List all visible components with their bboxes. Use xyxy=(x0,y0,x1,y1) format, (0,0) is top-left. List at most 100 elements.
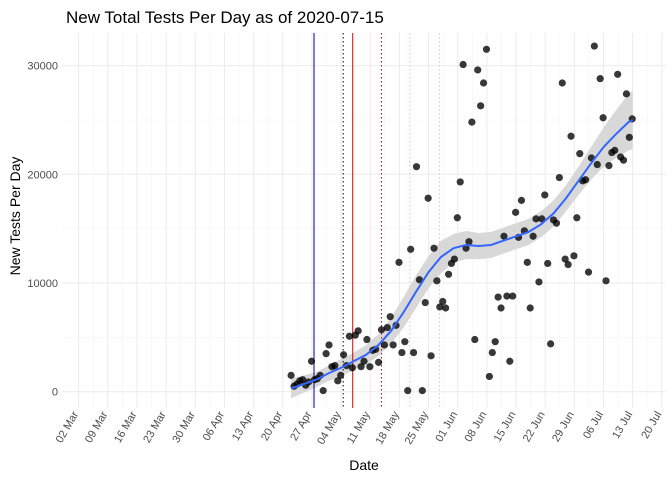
data-point xyxy=(427,352,435,360)
data-point xyxy=(465,238,473,246)
data-point xyxy=(622,90,631,98)
data-point xyxy=(491,338,499,346)
smooth-trend-line xyxy=(290,119,634,390)
data-point xyxy=(412,163,421,171)
data-point xyxy=(436,303,444,311)
y-axis-ticks: 0 10000 20000 30000 xyxy=(27,61,58,399)
data-point xyxy=(558,79,566,87)
data-point xyxy=(564,260,572,269)
data-point xyxy=(576,150,584,158)
data-point xyxy=(477,102,485,110)
data-point xyxy=(485,372,493,381)
y-axis-title: New Tests Per Day xyxy=(7,157,23,276)
data-point xyxy=(494,293,502,301)
data-point xyxy=(348,364,356,372)
data-point xyxy=(401,338,409,346)
data-point xyxy=(517,196,526,204)
data-point xyxy=(479,79,488,87)
data-point xyxy=(354,327,362,335)
data-point xyxy=(506,357,514,365)
data-point xyxy=(322,350,330,358)
data-point xyxy=(334,377,342,385)
data-point xyxy=(535,278,543,286)
data-point xyxy=(307,357,316,365)
data-point xyxy=(377,326,386,334)
data-point xyxy=(398,348,406,357)
data-point xyxy=(415,276,424,284)
data-point xyxy=(503,292,511,300)
data-point xyxy=(319,387,327,395)
data-point xyxy=(424,194,432,202)
data-point xyxy=(555,173,563,182)
data-point xyxy=(526,304,534,312)
data-point xyxy=(590,42,598,50)
data-point xyxy=(395,258,403,266)
data-point xyxy=(409,348,418,357)
data-point xyxy=(541,191,549,199)
y-tick-label: 10000 xyxy=(27,278,58,290)
data-point xyxy=(529,232,537,240)
data-point xyxy=(488,348,496,357)
data-point xyxy=(500,232,508,240)
data-point xyxy=(418,387,426,395)
data-point xyxy=(337,371,345,379)
data-point xyxy=(442,304,450,312)
data-point xyxy=(404,387,412,395)
data-point xyxy=(512,208,520,216)
data-point xyxy=(532,215,540,223)
data-point xyxy=(584,268,593,276)
data-point xyxy=(474,66,482,74)
data-point xyxy=(614,70,622,78)
data-point xyxy=(366,363,374,371)
data-point xyxy=(605,162,613,170)
chart-title: New Total Tests Per Day as of 2020-07-15 xyxy=(66,8,384,27)
data-point xyxy=(383,323,391,332)
data-point xyxy=(561,255,569,263)
confidence-band-area xyxy=(291,90,633,399)
data-point xyxy=(357,363,365,371)
data-point xyxy=(468,118,476,126)
data-point xyxy=(582,176,590,184)
data-point xyxy=(593,160,601,169)
data-point xyxy=(625,133,633,141)
data-point xyxy=(439,297,447,306)
data-point xyxy=(497,304,505,312)
data-point xyxy=(374,358,383,366)
data-point xyxy=(331,362,339,370)
data-point xyxy=(547,340,555,348)
data-point xyxy=(538,215,546,223)
data-point xyxy=(611,146,619,154)
y-tick-label: 20000 xyxy=(27,169,58,181)
data-point xyxy=(482,45,491,53)
data-point xyxy=(325,341,333,349)
data-point xyxy=(619,156,628,164)
data-point xyxy=(363,335,371,344)
data-point xyxy=(360,357,368,365)
data-point xyxy=(602,277,610,285)
data-point xyxy=(544,259,552,268)
data-point xyxy=(444,270,453,278)
data-point xyxy=(389,341,397,349)
data-point xyxy=(459,60,467,69)
x-axis-title: Date xyxy=(349,457,379,473)
data-point xyxy=(509,292,517,300)
y-tick-label: 30000 xyxy=(27,61,58,73)
data-point xyxy=(430,244,438,252)
data-point xyxy=(407,245,415,253)
data-points xyxy=(287,42,636,395)
data-point xyxy=(433,277,441,285)
data-point xyxy=(471,335,479,344)
data-point xyxy=(287,371,295,379)
data-point xyxy=(456,178,464,186)
data-point xyxy=(570,252,578,260)
data-point xyxy=(345,332,354,340)
data-point xyxy=(453,214,461,222)
data-point xyxy=(599,114,607,122)
data-point xyxy=(299,376,307,384)
smooth-line-path xyxy=(290,119,634,390)
y-tick-label: 0 xyxy=(52,387,58,399)
data-point xyxy=(339,351,348,359)
data-point xyxy=(552,219,561,227)
